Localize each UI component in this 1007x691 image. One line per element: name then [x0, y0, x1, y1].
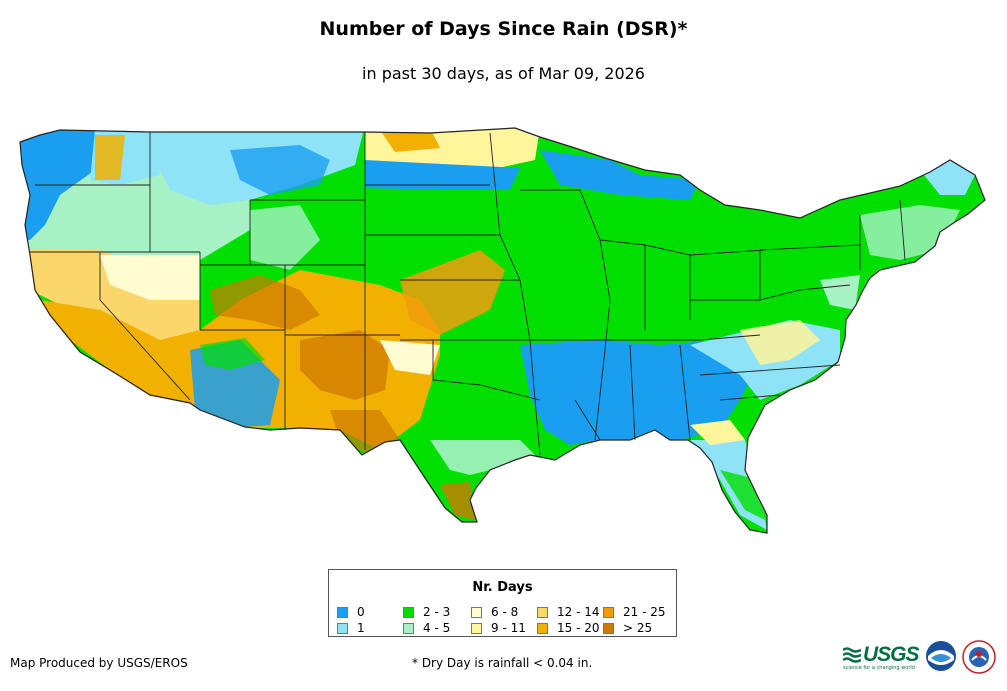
legend-item-4: 6 - 8: [471, 605, 518, 619]
legend-swatch: [603, 622, 614, 634]
usgs-logo: USGS: [843, 643, 920, 667]
zone-nevada-north: [100, 255, 200, 300]
zone-montana-wet: [230, 145, 330, 195]
map-title: Number of Days Since Rain (DSR)*: [319, 18, 688, 40]
legend-label: 6 - 8: [491, 605, 519, 619]
legend-swatch: [537, 622, 548, 634]
map-subtitle: in past 30 days, as of Mar 09, 2026: [362, 64, 645, 83]
zone-upper-midwest-wet: [540, 150, 700, 200]
zone-four-corners-dry: [210, 275, 320, 330]
zone-kansas-dry: [400, 250, 505, 335]
zone-ga-coast: [690, 420, 745, 445]
legend-label: 4 - 5: [423, 621, 451, 635]
legend-label: 21 - 25: [623, 605, 666, 619]
zone-wyoming: [250, 205, 320, 270]
legend-item-2: 2 - 3: [403, 605, 450, 619]
noaa-logo-icon: [926, 641, 956, 671]
legend-item-5: 9 - 11: [471, 621, 526, 635]
zone-mid-atlantic: [820, 275, 860, 310]
usgs-wave-icon: [843, 647, 861, 663]
legend: Nr. Days 0 1 2 - 3 4 - 5 6 - 8 9 - 11 12…: [328, 569, 677, 637]
zone-arizona-green: [200, 338, 265, 370]
legend-item-0: 0: [337, 605, 365, 619]
zone-dakota-wet: [365, 160, 520, 190]
legend-label: 9 - 11: [491, 621, 526, 635]
zone-florida: [690, 440, 767, 530]
usgs-logo-text: USGS: [863, 643, 920, 666]
legend-swatch: [537, 606, 548, 618]
legend-title: Nr. Days: [472, 580, 533, 595]
zone-new-england: [860, 205, 960, 260]
legend-item-6: 12 - 14: [537, 605, 600, 619]
legend-item-7: 15 - 20: [537, 621, 600, 635]
us-dsr-map: [19, 127, 986, 534]
zone-nc-dry: [740, 320, 820, 365]
nws-logo-icon: [962, 640, 996, 674]
legend-swatch: [471, 622, 482, 634]
legend-label: 0: [357, 605, 365, 619]
legend-swatch: [337, 606, 348, 618]
zone-south-texas-dry: [440, 482, 475, 520]
legend-swatch: [403, 622, 414, 634]
legend-item-3: 4 - 5: [403, 621, 450, 635]
legend-label: 1: [357, 621, 365, 635]
usgs-tagline: science for a changing world: [843, 665, 915, 671]
zone-texas-gulf: [430, 440, 540, 475]
zone-nd-dry: [380, 128, 440, 152]
zone-oregon-dry: [95, 135, 125, 180]
credit-text: Map Produced by USGS/EROS: [10, 656, 188, 670]
zone-panhandle: [380, 340, 440, 375]
legend-swatch: [603, 606, 614, 618]
legend-item-8: 21 - 25: [603, 605, 666, 619]
legend-item-9: > 25: [603, 621, 652, 635]
dry-day-note: * Dry Day is rainfall < 0.04 in.: [412, 656, 593, 670]
legend-swatch: [403, 606, 414, 618]
legend-label: > 25: [623, 621, 653, 635]
legend-label: 15 - 20: [557, 621, 600, 635]
legend-label: 12 - 14: [557, 605, 600, 619]
zone-southeast: [520, 340, 760, 445]
legend-item-1: 1: [337, 621, 365, 635]
zone-new-mexico-dry: [300, 330, 390, 400]
legend-label: 2 - 3: [423, 605, 451, 619]
zone-central-plains: [365, 195, 480, 280]
legend-swatch: [471, 606, 482, 618]
legend-swatch: [337, 622, 348, 634]
state-boundaries: [19, 127, 986, 534]
